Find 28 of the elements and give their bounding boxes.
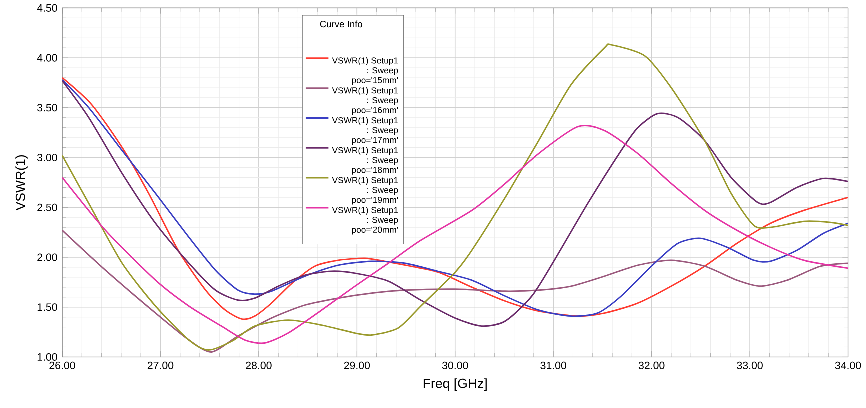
legend-label: VSWR(1) Setup1 : Sweep poo='16mm' <box>332 87 398 116</box>
x-tick-label: 30.00 <box>442 362 468 370</box>
y-axis-title: VSWR(1) <box>16 156 28 211</box>
x-tick-label: 33.00 <box>737 362 763 370</box>
legend-title: Curve Info <box>320 20 362 28</box>
y-tick-label: 2.00 <box>38 254 58 262</box>
line-series <box>62 44 848 352</box>
y-tick-label: 1.50 <box>38 304 58 312</box>
y-tick-label: 2.50 <box>38 204 58 212</box>
y-tick-label: 3.50 <box>37 104 58 112</box>
legend-label: VSWR(1) Setup1 : Sweep poo='20mm' <box>332 207 398 235</box>
line-series <box>62 125 848 344</box>
x-tick-label: 32.00 <box>638 362 665 370</box>
x-tick-label: 28.00 <box>246 362 272 370</box>
y-tick-label: 3.00 <box>37 154 58 162</box>
y-tick-label: 4.50 <box>37 4 58 12</box>
x-tick-label: 29.00 <box>344 362 370 370</box>
x-tick-label: 34.00 <box>835 362 862 370</box>
y-tick-label: 1.00 <box>38 354 58 362</box>
x-axis-title: Freq [GHz] <box>424 378 487 392</box>
x-tick-label: 31.00 <box>540 362 566 370</box>
legend-label: VSWR(1) Setup1 : Sweep poo='15mm' <box>332 58 398 86</box>
legend-label: VSWR(1) Setup1 : Sweep poo='19mm' <box>332 177 398 205</box>
legend-label: VSWR(1) Setup1 : Sweep poo='17mm' <box>332 117 398 146</box>
x-tick-label: 27.00 <box>148 362 174 370</box>
legend-label: VSWR(1) Setup1 : Sweep poo='18mm' <box>332 147 398 176</box>
x-tick-label: 26.00 <box>50 362 76 370</box>
y-tick-label: 4.00 <box>37 54 58 62</box>
